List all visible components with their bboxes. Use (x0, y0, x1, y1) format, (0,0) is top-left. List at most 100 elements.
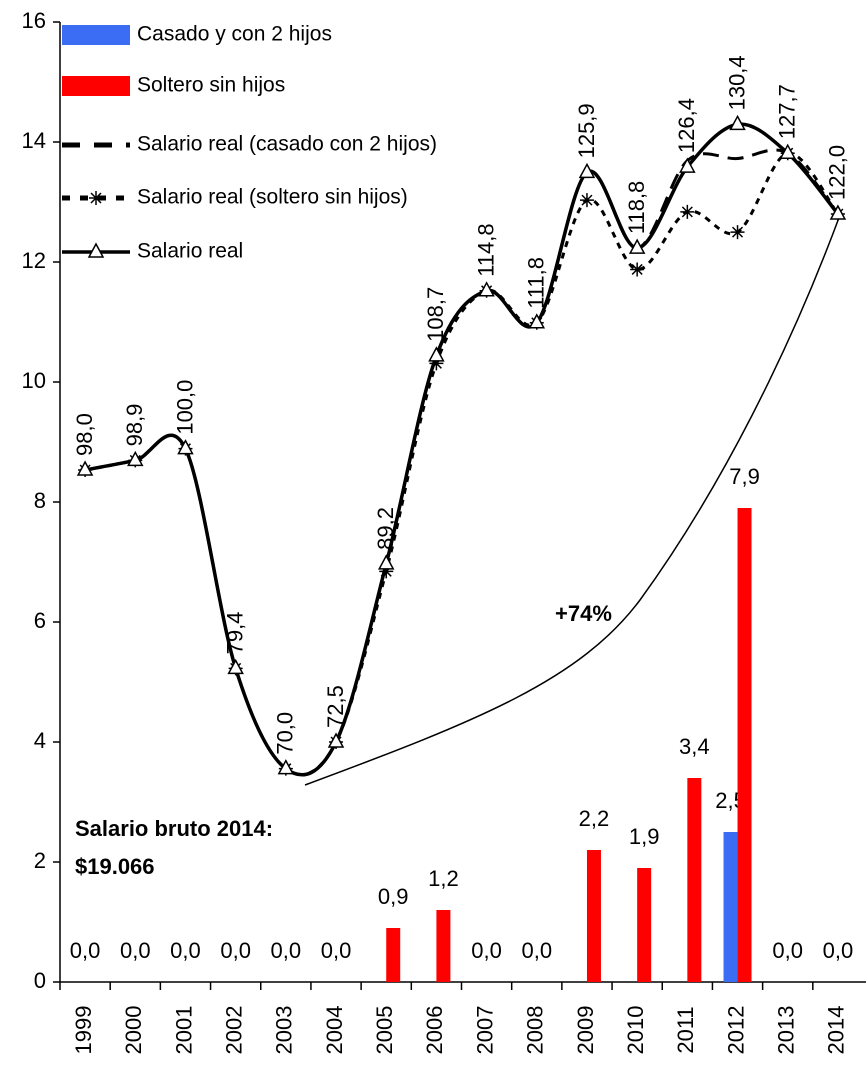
bar-label: 0,9 (378, 884, 409, 909)
bar (386, 928, 401, 982)
x-tick-label: 2010 (623, 1006, 648, 1055)
line-label: 108,7 (423, 287, 448, 342)
line-label: 98,9 (122, 404, 147, 447)
triangle-marker (628, 238, 646, 254)
triangle-marker (277, 759, 295, 775)
line-label: 125,9 (574, 103, 599, 158)
line-label: 70,0 (273, 712, 298, 755)
x-tick-label: 2000 (121, 1006, 146, 1055)
line-label: 130,4 (724, 55, 749, 110)
y-tick-label: 4 (34, 728, 46, 753)
line-label: 111,8 (524, 257, 549, 309)
y-tick-label: 10 (22, 368, 46, 393)
star-marker (379, 564, 394, 579)
star-marker (630, 262, 645, 277)
x-tick-label: 2009 (573, 1006, 598, 1055)
legend-label: Salario real (soltero sin hijos) (137, 186, 408, 209)
legend-label: Soltero sin hijos (137, 74, 285, 97)
triangle-marker (177, 439, 194, 455)
star-marker (680, 204, 695, 219)
line-label: 126,4 (674, 98, 699, 153)
triangle-marker (679, 157, 696, 173)
bar (737, 508, 752, 982)
x-tick-label: 2006 (422, 1006, 447, 1055)
bar-label: 0,0 (521, 938, 552, 963)
legend-label: Salario real (137, 240, 243, 263)
bar-label: 0,0 (823, 938, 854, 963)
bar (586, 850, 601, 982)
line-label: 100,0 (172, 380, 197, 435)
x-tick-label: 2001 (171, 1006, 196, 1055)
x-tick-label: 2002 (221, 1006, 246, 1055)
line-label: 98,0 (72, 413, 97, 456)
legend-marker (87, 242, 105, 258)
x-tick-label: 2014 (824, 1006, 849, 1055)
x-tick-label: 2011 (673, 1006, 698, 1053)
star-marker (730, 225, 745, 240)
bar-label: 0,0 (70, 938, 101, 963)
y-tick-label: 16 (22, 8, 46, 33)
triangle-marker (428, 346, 445, 362)
bar (723, 832, 738, 982)
x-tick-label: 1999 (71, 1006, 96, 1055)
triangle-marker (127, 450, 144, 467)
triangle-marker (729, 114, 746, 131)
bar-label: 0,0 (471, 938, 502, 963)
star-marker (429, 356, 444, 371)
trend-curve (304, 214, 841, 786)
triangle-marker (829, 204, 847, 220)
y-tick-label: 6 (34, 608, 46, 633)
triangle-marker (478, 281, 495, 297)
triangle-marker (578, 162, 596, 179)
y-tick-label: 8 (34, 488, 46, 513)
x-tick-label: 2008 (523, 1006, 548, 1055)
line-label: 114,8 (473, 223, 498, 276)
triangle-marker (377, 554, 395, 570)
y-tick-label: 14 (22, 128, 46, 153)
x-tick-label: 2013 (774, 1006, 799, 1055)
annotation: Salario bruto 2014: (75, 816, 273, 841)
legend-label: Casado y con 2 hijos (137, 23, 332, 46)
line-label: 72,5 (323, 685, 348, 728)
line-label: 122,0 (825, 145, 850, 200)
triangle-marker (327, 732, 345, 748)
x-tick-label: 2005 (372, 1006, 397, 1055)
x-tick-label: 2003 (272, 1006, 297, 1055)
x-tick-label: 2012 (723, 1006, 748, 1055)
bar-label: 0,0 (772, 938, 803, 963)
bar (436, 910, 451, 982)
annotation: $19.066 (75, 854, 155, 879)
bar-label: 1,9 (629, 824, 660, 849)
x-tick-label: 2007 (472, 1006, 497, 1055)
bar (637, 868, 652, 982)
bar-label: 2,2 (579, 806, 610, 831)
bar-label: 1,2 (428, 866, 459, 891)
bar-label: 0,0 (220, 938, 251, 963)
triangle-marker (779, 143, 796, 159)
bar-label: 0,0 (271, 938, 302, 963)
star-marker (579, 193, 594, 208)
triangle-marker (528, 313, 546, 329)
line-label: 79,4 (222, 612, 247, 655)
bar-label: 0,0 (170, 938, 201, 963)
bar (687, 778, 702, 982)
legend-label: Salario real (casado con 2 hijos) (137, 133, 437, 156)
line (84, 122, 840, 777)
line-label: 89,2 (373, 507, 398, 550)
legend-swatch (62, 25, 130, 45)
triangle-marker (227, 658, 244, 675)
bar-label: 3,4 (679, 734, 710, 759)
legend-swatch (62, 76, 130, 96)
y-tick-label: 0 (34, 968, 46, 993)
line-label: 127,7 (775, 84, 800, 139)
x-tick-label: 2004 (322, 1006, 347, 1055)
y-tick-label: 2 (34, 848, 46, 873)
line-label: 118,8 (624, 181, 649, 234)
annotation: +74% (555, 601, 612, 626)
y-tick-label: 12 (22, 248, 46, 273)
legend-marker (89, 191, 103, 205)
bar-label: 7,9 (729, 464, 760, 489)
bar-label: 0,0 (120, 938, 151, 963)
bar-label: 0,0 (321, 938, 352, 963)
